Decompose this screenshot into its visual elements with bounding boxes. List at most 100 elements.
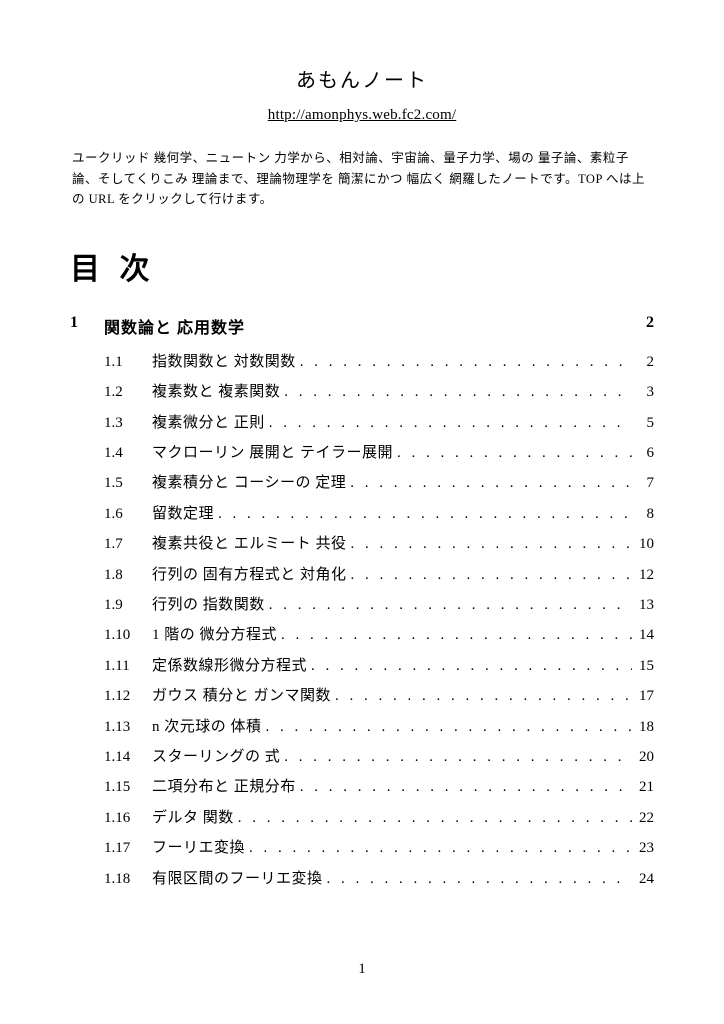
section-number: 1.8	[104, 567, 152, 584]
leader-dots: . . . . . . . . . . . . . . . . . . . . …	[346, 475, 632, 492]
section-page: 20	[632, 749, 654, 766]
leader-dots: . . . . . . . . . . . . . . . . . . . . …	[296, 354, 632, 371]
section-page: 15	[632, 658, 654, 675]
section-number: 1.7	[104, 536, 152, 553]
section-number: 1.3	[104, 415, 152, 432]
leader-dots: . . . . . . . . . . . . . . . . . . . . …	[214, 506, 632, 523]
section-title: 複素共役と エルミート 共役	[152, 532, 347, 553]
section-title: デルタ 関数	[152, 806, 234, 827]
section-number: 1.11	[104, 658, 152, 675]
section-page: 22	[632, 810, 654, 827]
section-title: 定係数線形微分方程式	[152, 654, 307, 675]
section-row: 1.15二項分布と 正規分布. . . . . . . . . . . . . …	[70, 775, 654, 796]
section-title: 指数関数と 対数関数	[152, 350, 296, 371]
section-row: 1.17フーリエ変換. . . . . . . . . . . . . . . …	[70, 836, 654, 857]
section-page: 7	[632, 475, 654, 492]
leader-dots: . . . . . . . . . . . . . . . . . . . . …	[393, 445, 632, 462]
section-title: 複素積分と コーシーの 定理	[152, 471, 346, 492]
section-number: 1.13	[104, 719, 152, 736]
section-row: 1.13n 次元球の 体積. . . . . . . . . . . . . .…	[70, 715, 654, 736]
section-row: 1.101 階の 微分方程式. . . . . . . . . . . . . …	[70, 623, 654, 644]
leader-dots: . . . . . . . . . . . . . . . . . . . . …	[307, 658, 632, 675]
leader-dots: . . . . . . . . . . . . . . . . . . . . …	[296, 779, 632, 796]
section-page: 10	[632, 536, 654, 553]
section-title: 複素微分と 正則	[152, 411, 265, 432]
section-page: 2	[632, 354, 654, 371]
section-number: 1.15	[104, 779, 152, 796]
section-title: 二項分布と 正規分布	[152, 775, 296, 796]
section-page: 24	[632, 871, 654, 888]
section-number: 1.5	[104, 475, 152, 492]
section-row: 1.4マクローリン 展開と テイラー展開. . . . . . . . . . …	[70, 441, 654, 462]
page-number: 1	[0, 961, 724, 978]
section-row: 1.14スターリングの 式. . . . . . . . . . . . . .…	[70, 745, 654, 766]
section-page: 18	[632, 719, 654, 736]
section-list: 1.1指数関数と 対数関数. . . . . . . . . . . . . .…	[70, 350, 654, 888]
leader-dots: . . . . . . . . . . . . . . . . . . . . …	[280, 384, 632, 401]
chapter-page: 2	[646, 314, 654, 338]
section-page: 5	[632, 415, 654, 432]
section-title: 行列の 固有方程式と 対角化	[152, 563, 347, 584]
section-title: マクローリン 展開と テイラー展開	[152, 441, 393, 462]
chapter-row: 1 関数論と 応用数学 2	[70, 314, 654, 338]
leader-dots: . . . . . . . . . . . . . . . . . . . . …	[347, 567, 632, 584]
section-page: 8	[632, 506, 654, 523]
section-row: 1.9行列の 指数関数. . . . . . . . . . . . . . .…	[70, 593, 654, 614]
section-page: 13	[632, 597, 654, 614]
leader-dots: . . . . . . . . . . . . . . . . . . . . …	[234, 810, 632, 827]
section-page: 17	[632, 688, 654, 705]
section-page: 12	[632, 567, 654, 584]
section-number: 1.2	[104, 384, 152, 401]
chapter-number: 1	[70, 314, 104, 338]
section-row: 1.5複素積分と コーシーの 定理. . . . . . . . . . . .…	[70, 471, 654, 492]
chapter-title: 関数論と 応用数学	[104, 314, 245, 338]
section-row: 1.7複素共役と エルミート 共役. . . . . . . . . . . .…	[70, 532, 654, 553]
section-title: 1 階の 微分方程式	[152, 623, 277, 644]
leader-dots: . . . . . . . . . . . . . . . . . . . . …	[280, 749, 632, 766]
section-title: 有限区間のフーリエ変換	[152, 867, 323, 888]
section-number: 1.6	[104, 506, 152, 523]
intro-paragraph: ユークリッド 幾何学、ニュートン 力学から、相対論、宇宙論、量子力学、場の 量子…	[70, 148, 654, 210]
section-title: ガウス 積分と ガンマ関数	[152, 684, 331, 705]
section-page: 6	[632, 445, 654, 462]
leader-dots: . . . . . . . . . . . . . . . . . . . . …	[262, 719, 632, 736]
section-row: 1.6留数定理. . . . . . . . . . . . . . . . .…	[70, 502, 654, 523]
section-number: 1.4	[104, 445, 152, 462]
section-title: 行列の 指数関数	[152, 593, 265, 614]
section-number: 1.16	[104, 810, 152, 827]
section-row: 1.1指数関数と 対数関数. . . . . . . . . . . . . .…	[70, 350, 654, 371]
section-title: n 次元球の 体積	[152, 715, 262, 736]
section-number: 1.9	[104, 597, 152, 614]
section-title: フーリエ変換	[152, 836, 245, 857]
section-page: 21	[632, 779, 654, 796]
section-number: 1.10	[104, 627, 152, 644]
section-row: 1.11定係数線形微分方程式. . . . . . . . . . . . . …	[70, 654, 654, 675]
section-title: 留数定理	[152, 502, 214, 523]
section-title: スターリングの 式	[152, 745, 280, 766]
source-url[interactable]: http://amonphys.web.fc2.com/	[70, 107, 654, 124]
section-number: 1.18	[104, 871, 152, 888]
section-title: 複素数と 複素関数	[152, 380, 280, 401]
document-title: あもんノート	[70, 64, 654, 93]
section-number: 1.17	[104, 840, 152, 857]
section-number: 1.1	[104, 354, 152, 371]
leader-dots: . . . . . . . . . . . . . . . . . . . . …	[331, 688, 632, 705]
leader-dots: . . . . . . . . . . . . . . . . . . . . …	[323, 871, 632, 888]
section-row: 1.2複素数と 複素関数. . . . . . . . . . . . . . …	[70, 380, 654, 401]
leader-dots: . . . . . . . . . . . . . . . . . . . . …	[277, 627, 632, 644]
section-row: 1.16デルタ 関数. . . . . . . . . . . . . . . …	[70, 806, 654, 827]
leader-dots: . . . . . . . . . . . . . . . . . . . . …	[265, 597, 632, 614]
section-number: 1.12	[104, 688, 152, 705]
section-row: 1.18有限区間のフーリエ変換. . . . . . . . . . . . .…	[70, 867, 654, 888]
leader-dots: . . . . . . . . . . . . . . . . . . . . …	[245, 840, 632, 857]
section-row: 1.3複素微分と 正則. . . . . . . . . . . . . . .…	[70, 411, 654, 432]
section-number: 1.14	[104, 749, 152, 766]
section-page: 3	[632, 384, 654, 401]
toc-heading: 目 次	[70, 244, 654, 288]
section-page: 23	[632, 840, 654, 857]
leader-dots: . . . . . . . . . . . . . . . . . . . . …	[347, 536, 632, 553]
section-row: 1.8行列の 固有方程式と 対角化. . . . . . . . . . . .…	[70, 563, 654, 584]
section-row: 1.12ガウス 積分と ガンマ関数. . . . . . . . . . . .…	[70, 684, 654, 705]
section-page: 14	[632, 627, 654, 644]
leader-dots: . . . . . . . . . . . . . . . . . . . . …	[265, 415, 632, 432]
